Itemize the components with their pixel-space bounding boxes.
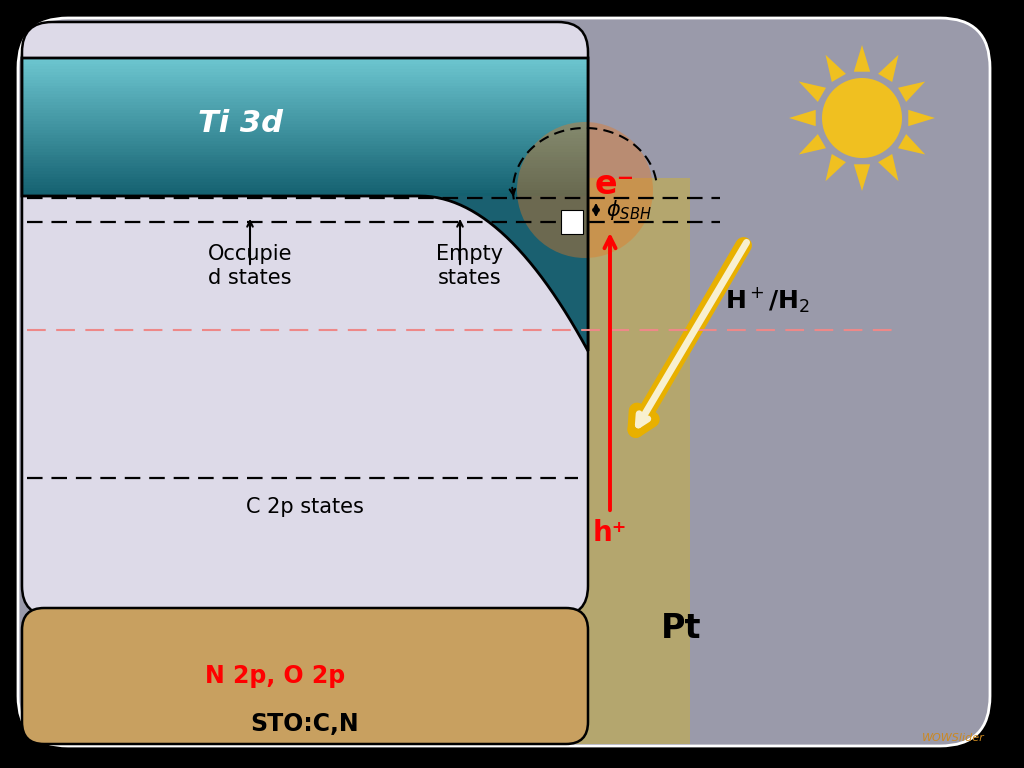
Polygon shape [572,178,690,744]
Bar [12,161,598,166]
Bar [12,114,598,119]
Bar [12,186,598,190]
Bar [12,188,598,194]
Text: C 2p states: C 2p states [246,497,364,517]
Bar [12,180,598,185]
Polygon shape [799,81,826,102]
Bar [12,108,598,113]
Bar [12,155,598,160]
Bar [12,70,598,74]
Bar [12,141,598,147]
Bar [12,86,598,91]
Polygon shape [799,134,826,154]
Polygon shape [825,55,846,82]
Bar [12,111,598,116]
FancyBboxPatch shape [22,22,588,616]
Polygon shape [898,134,926,154]
Bar [12,158,598,163]
Polygon shape [878,55,898,82]
Bar [12,174,598,180]
Bar [12,59,598,64]
Bar [12,75,598,80]
Bar [12,191,598,196]
Bar [12,81,598,85]
Bar [12,147,598,152]
Bar [12,183,598,187]
Bar [12,78,598,83]
Text: N 2p, O 2p: N 2p, O 2p [205,664,345,688]
Bar [12,164,598,168]
Bar [12,56,598,61]
Circle shape [822,78,902,158]
Bar [12,177,598,182]
Polygon shape [898,81,926,102]
Bar [12,122,598,127]
Bar [12,100,598,105]
Text: H$^+$/H$_2$: H$^+$/H$_2$ [725,286,810,315]
Bar [12,61,598,66]
Bar [12,67,598,71]
Bar [12,144,598,149]
Bar [12,127,598,133]
Polygon shape [854,45,870,71]
Bar [12,65,598,69]
Bar [12,150,598,154]
Text: e⁻: e⁻ [595,167,635,200]
Polygon shape [878,154,898,181]
Bar [12,139,598,144]
FancyBboxPatch shape [18,18,990,746]
Bar [12,125,598,130]
Text: Ti 3d: Ti 3d [198,108,283,137]
Bar [12,131,598,135]
Text: h⁺: h⁺ [593,519,627,547]
Bar [12,167,598,171]
Text: STO:C,N: STO:C,N [251,712,359,736]
Bar [12,94,598,99]
Bar [12,117,598,121]
Bar [12,103,598,108]
Bar [12,84,598,88]
Bar [12,98,598,102]
Bar [12,89,598,94]
Bar [12,72,598,78]
Bar [12,153,598,157]
Bar [12,134,598,138]
Circle shape [517,122,653,258]
Polygon shape [854,164,870,191]
Bar [12,169,598,174]
Bar [12,136,598,141]
FancyBboxPatch shape [22,608,588,744]
Bar [12,92,598,97]
Text: Pt: Pt [660,611,701,644]
Text: −: − [564,213,581,231]
Text: $\phi_{SBH}$: $\phi_{SBH}$ [606,198,651,222]
Polygon shape [825,154,846,181]
Bar [12,106,598,111]
Bar [12,120,598,124]
Polygon shape [908,110,935,126]
Text: Empty
states: Empty states [436,244,504,287]
Text: WOWSlider: WOWSlider [923,733,985,743]
Polygon shape [22,58,588,351]
Bar [12,172,598,177]
Polygon shape [790,110,816,126]
Text: Occupie
d states: Occupie d states [208,244,292,287]
